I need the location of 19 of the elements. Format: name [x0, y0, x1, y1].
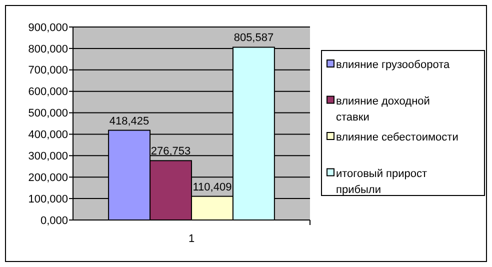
y-tick-label: 400,000	[28, 129, 68, 142]
legend-label: влияние доходной ставки	[336, 95, 430, 124]
y-tick-label: 100,000	[28, 193, 68, 206]
y-tick-label: 700,000	[28, 64, 68, 77]
data-label: 805,587	[234, 32, 274, 44]
legend-label: влияние грузооборота	[336, 59, 450, 71]
data-label: 110,409	[192, 181, 232, 194]
legend-label: влияние себестоимости	[336, 132, 458, 144]
data-label: 276,753	[150, 146, 191, 158]
y-tick-label: 900,000	[28, 22, 68, 34]
y-tick-label: 600,000	[28, 86, 68, 98]
y-tick-label: 0,000	[40, 214, 68, 227]
y-tick-label: 300,000	[28, 150, 68, 163]
y-tick-label: 800,000	[28, 43, 68, 56]
y-tick-label: 500,000	[28, 108, 68, 120]
legend-label: итоговый прирост прибыли	[336, 168, 428, 196]
x-tick-label: 1	[188, 233, 195, 245]
y-tick-label: 200,000	[28, 172, 68, 184]
data-label: 418,425	[109, 115, 150, 128]
